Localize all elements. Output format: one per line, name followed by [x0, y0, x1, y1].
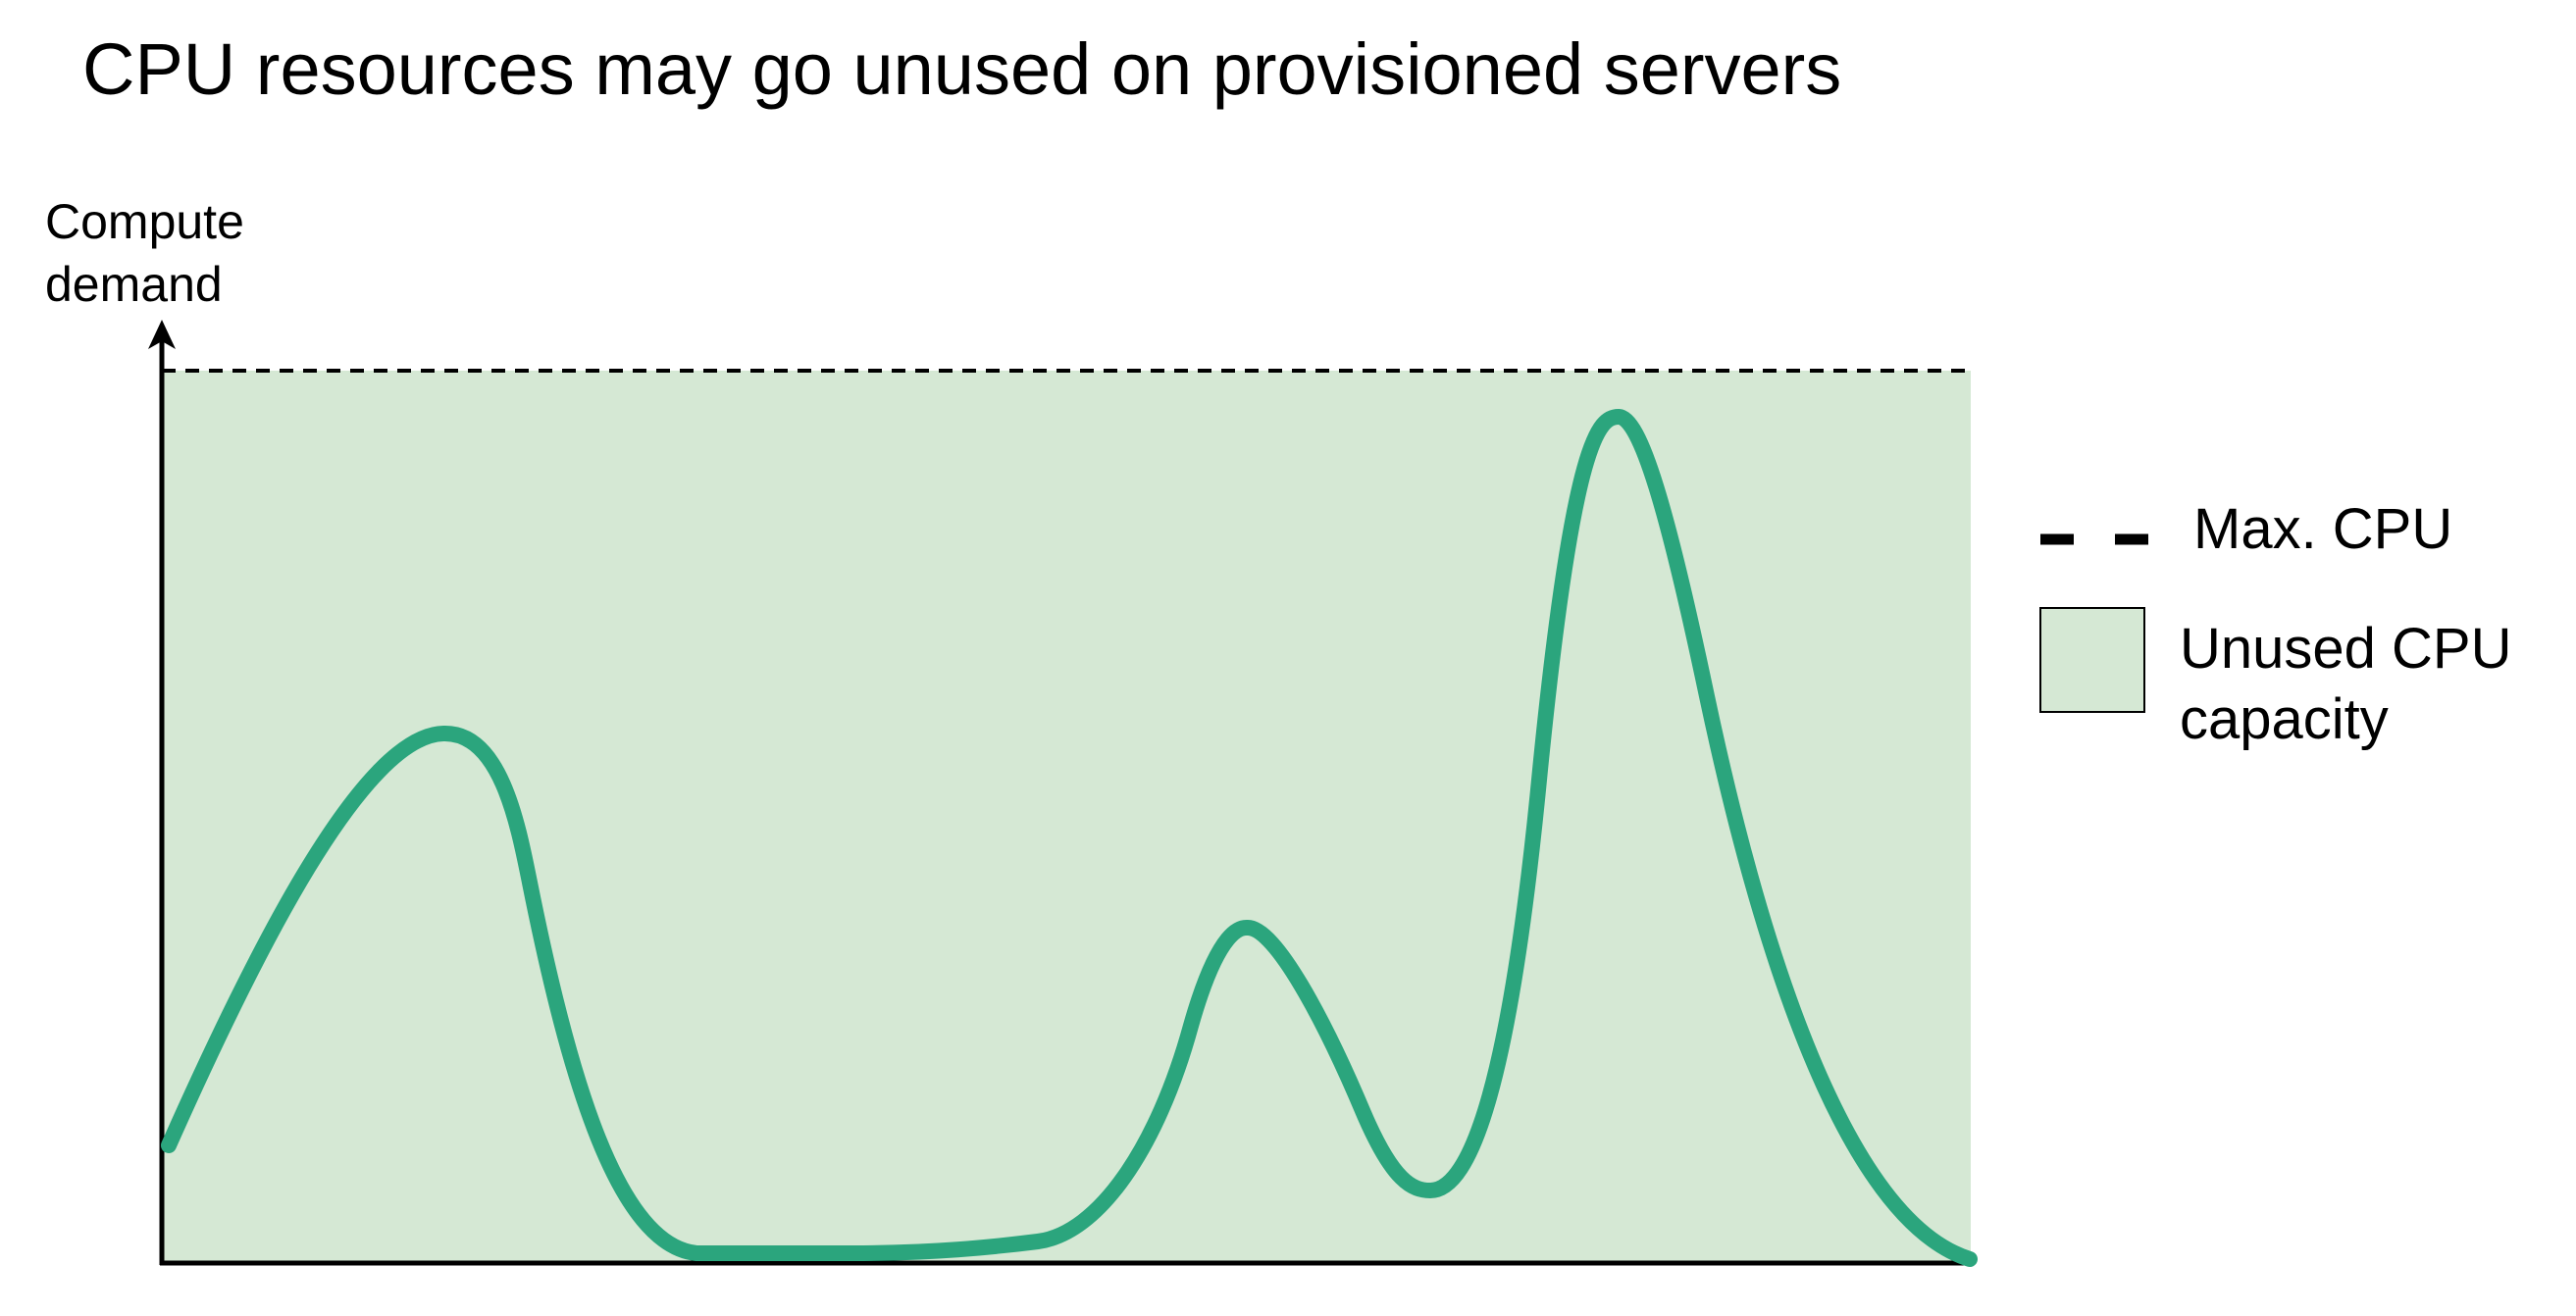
- page-title: CPU resources may go unused on provision…: [82, 28, 1842, 110]
- y-axis-label-line1: Compute: [45, 194, 244, 249]
- compute-demand-curve: [161, 409, 1978, 1267]
- legend-unused-line2: capacity: [2180, 687, 2389, 751]
- y-axis-arrow-icon: [148, 320, 176, 349]
- legend-max-cpu-label: Max. CPU: [2193, 497, 2453, 561]
- legend-unused-capacity-swatch: [2039, 607, 2145, 713]
- unused-capacity-area: [162, 371, 1971, 1263]
- y-axis-label-line2: demand: [45, 257, 223, 312]
- legend-unused-line1: Unused CPU: [2180, 617, 2512, 681]
- legend-unused-capacity-label: Unused CPU capacity: [2180, 614, 2511, 755]
- y-axis-label: Compute demand: [45, 190, 244, 316]
